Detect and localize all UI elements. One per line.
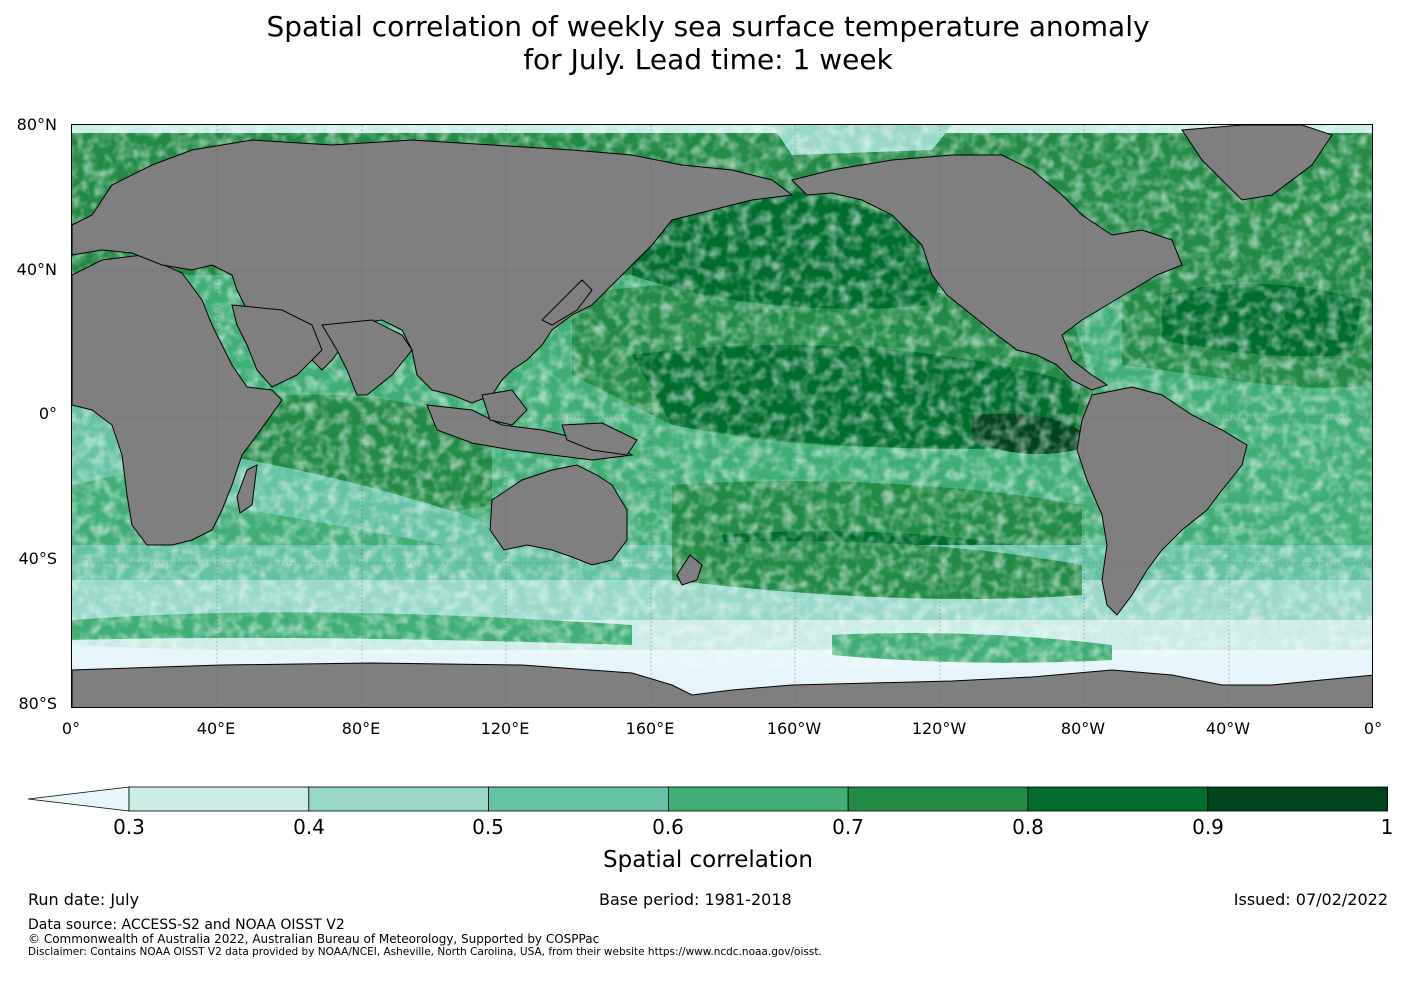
australia-landmass	[489, 464, 628, 566]
indonesia-landmass	[426, 404, 634, 461]
lon-label-0: 0°	[61, 719, 81, 738]
colorbar-segment	[668, 786, 849, 812]
japan-landmass	[541, 279, 593, 326]
lon-label-120w: 120°W	[911, 719, 967, 738]
colorbar-tick: 0.7	[832, 815, 864, 839]
arabia-landmass	[231, 304, 323, 388]
colorbar-segment	[128, 786, 310, 812]
borneo-landmass	[481, 389, 528, 426]
colorbar-tick: 1	[1380, 815, 1394, 839]
india-landmass	[321, 319, 413, 396]
lat-label-80s: 80°S	[18, 694, 57, 713]
colorbar-segment	[1027, 786, 1209, 812]
lat-label-40n: 40°N	[16, 260, 57, 279]
colorbar-segment	[1207, 786, 1389, 812]
run-date: Run date: July	[28, 890, 140, 909]
africa-landmass	[72, 254, 283, 546]
landmasses	[72, 125, 1372, 707]
lon-label-40e: 40°E	[196, 719, 236, 738]
map-canvas	[72, 125, 1372, 707]
copyright-notice: © Commonwealth of Australia 2022, Austra…	[28, 932, 600, 946]
issued-date: Issued: 07/02/2022	[1233, 890, 1388, 909]
greenland-landmass	[1181, 125, 1333, 201]
colorbar-tick: 0.5	[472, 815, 504, 839]
base-period: Base period: 1981-2018	[599, 890, 792, 909]
graticule	[72, 125, 1372, 707]
new-zealand-landmass	[676, 554, 703, 586]
lat-label-80n: 80°N	[16, 115, 57, 134]
lat-label-40s: 40°S	[18, 549, 57, 568]
lon-label-80e: 80°E	[341, 719, 381, 738]
lon-label-80w: 80°W	[1060, 719, 1106, 738]
south-america-landmass	[1076, 386, 1248, 616]
lat-label-equator: 0°	[38, 404, 57, 423]
colorbar-label: Spatial correlation	[603, 847, 813, 873]
correlation-map	[71, 124, 1373, 708]
lon-label-120e: 120°E	[480, 719, 530, 738]
colorbar-segment	[847, 786, 1029, 812]
colorbar-tick: 0.4	[293, 815, 325, 839]
new-guinea-landmass	[561, 422, 638, 456]
disclaimer: Disclaimer: Contains NOAA OISST V2 data …	[28, 946, 822, 958]
lon-label-160w: 160°W	[766, 719, 822, 738]
colorbar-tick: 0.8	[1012, 815, 1044, 839]
colorbar-tick: 0.3	[113, 815, 145, 839]
north-america-landmass	[791, 154, 1183, 391]
chart-title-line-1: Spatial correlation of weekly sea surfac…	[266, 10, 1150, 43]
lon-label-40w: 40°W	[1205, 719, 1251, 738]
colorbar-tick: 0.6	[652, 815, 684, 839]
antarctica-landmass	[72, 662, 1372, 707]
colorbar-segment	[308, 786, 489, 812]
chart-title-line-2: for July. Lead time: 1 week	[523, 43, 893, 76]
lon-label-160e: 160°E	[625, 719, 675, 738]
colorbar-tick: 0.9	[1192, 815, 1224, 839]
data-source: Data source: ACCESS-S2 and NOAA OISST V2	[28, 917, 345, 933]
madagascar-landmass	[236, 464, 258, 514]
colorbar-segment	[488, 786, 669, 812]
colorbar	[28, 786, 1389, 812]
lon-label-0-right: 0°	[1363, 719, 1383, 738]
colorbar-extend-arrow	[28, 786, 130, 812]
